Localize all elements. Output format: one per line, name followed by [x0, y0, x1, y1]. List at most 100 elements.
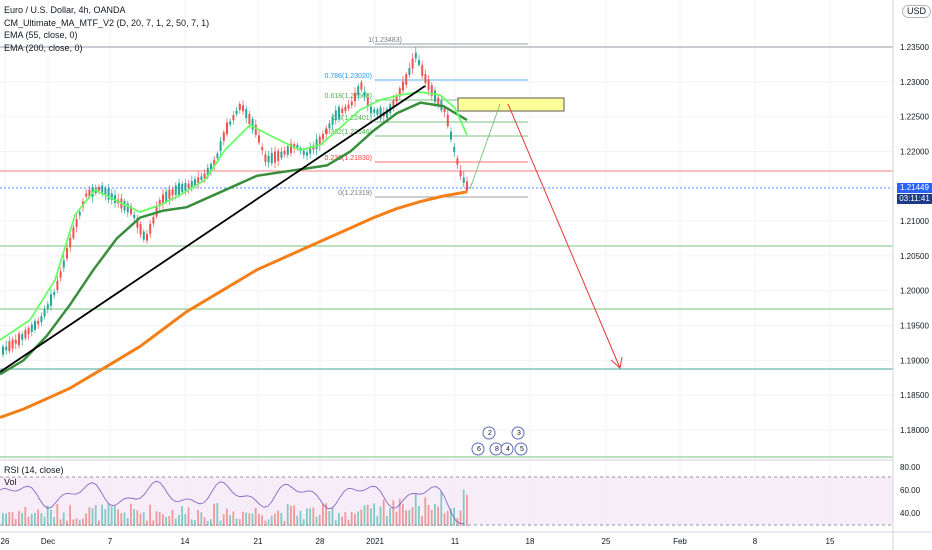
fib-level-label: 1(1.23483) [368, 37, 402, 44]
candle-body [232, 115, 235, 121]
volume-bar [270, 515, 273, 526]
candle-body [456, 158, 459, 165]
volume-bar [366, 504, 369, 526]
event-badge-count: 2 [488, 430, 492, 437]
candle-body [139, 223, 142, 235]
volume-bar [446, 510, 449, 526]
candle-body [392, 100, 395, 108]
fib-level-label: 0.618(1.22668) [325, 93, 372, 100]
candle-body [66, 248, 68, 259]
candle-body [312, 145, 315, 150]
candle-body [344, 106, 347, 111]
rsi-axis-label: 80.00 [900, 463, 921, 472]
event-badges[interactable]: 2 3 6 8 4 5 [471, 426, 528, 456]
volume-bar [440, 491, 443, 526]
candle-body [158, 200, 161, 207]
volume-bar [8, 512, 11, 526]
rsi-axis-label: 40.00 [900, 509, 921, 518]
volume-bar [427, 504, 430, 526]
symbol-title[interactable]: Euro / U.S. Dollar, 4h, OANDA [4, 5, 126, 15]
event-badge-circle [514, 442, 528, 456]
candle-body [146, 234, 148, 241]
candle-body [30, 324, 33, 332]
event-badge-count: 3 [517, 430, 521, 437]
candle-body [40, 316, 43, 323]
candle-body [174, 185, 177, 195]
volume-bar [78, 519, 81, 526]
candle-body [446, 114, 449, 127]
volume-bar [424, 497, 427, 526]
volume-bar [200, 512, 203, 526]
volume-bar [315, 516, 318, 526]
candle-body [466, 181, 468, 191]
rsi-legend: RSI (14, close) Vol [4, 464, 64, 488]
candle-body [331, 116, 334, 125]
indicator-ema-55[interactable]: EMA (55, close, 0) [4, 30, 78, 40]
candle-body [184, 182, 187, 191]
fibonacci-retracement[interactable]: 1(1.23483) 0.786(1.23020) 0.618(1.22668) 0.… [325, 37, 528, 198]
volume-bar [267, 519, 270, 526]
candle-body [315, 139, 318, 150]
time-axis-label: 11 [451, 537, 460, 546]
volume-bar [21, 512, 23, 526]
volume-bar [165, 517, 167, 526]
candle-body [181, 183, 184, 192]
volume-bar [82, 518, 84, 526]
candle-body [229, 121, 232, 125]
candle-body [334, 110, 337, 121]
time-axis-label: 25 [602, 537, 611, 546]
volume-bar [53, 517, 55, 526]
trendline [0, 85, 426, 373]
candle-body [270, 152, 273, 164]
candle-body [402, 81, 404, 91]
candle-body [373, 109, 376, 113]
event-badge-circle [482, 426, 496, 440]
volume-bar [139, 513, 142, 526]
time-axis-label: 7 [108, 537, 113, 546]
moving-averages [0, 91, 468, 419]
volume-bar [226, 508, 228, 526]
fib-level-label: 0(1.21319) [338, 190, 372, 197]
candle-body [187, 183, 190, 188]
candle-body [18, 333, 20, 346]
indicator-ema-200[interactable]: EMA (200, close, 0) [4, 42, 83, 53]
time-axis-label: Feb [673, 537, 687, 546]
projection-down-arrow [507, 103, 621, 369]
drawings[interactable] [0, 85, 623, 373]
volume-bar [75, 518, 78, 526]
event-badge-count: 4 [506, 446, 510, 453]
indicator-ma-mtf[interactable]: CM_Ultimate_MA_MTF_V2 (D, 20, 7, 1, 2, 5… [4, 17, 210, 28]
candle-body [357, 86, 360, 95]
candle-body [280, 151, 283, 158]
fib-level-label: 0.236(1.21830) [325, 155, 372, 162]
volume-bar [309, 508, 311, 526]
volume-bar [216, 503, 219, 526]
indicator-vol[interactable]: Vol [4, 477, 17, 487]
candle-body [424, 74, 427, 83]
volume-bar [418, 506, 420, 526]
volume-bar [210, 519, 212, 526]
volume-bar [91, 508, 94, 526]
candle-body [56, 280, 59, 290]
candle-body [453, 146, 456, 153]
candle-body [443, 107, 446, 113]
volume-bars [2, 489, 468, 526]
candle-body [261, 147, 264, 151]
candle-body [149, 223, 152, 234]
volume-bar [248, 513, 251, 526]
candle-body [238, 104, 241, 110]
indicator-rsi[interactable]: RSI (14, close) [4, 465, 64, 475]
currency-button[interactable]: USD [902, 5, 932, 18]
volume-bar [117, 509, 119, 526]
volume-bar [235, 518, 238, 526]
volume-bar [37, 509, 39, 526]
volume-bar [197, 509, 199, 526]
candle-body [21, 334, 24, 340]
candle-body [258, 135, 260, 143]
volume-bar [398, 498, 401, 526]
volume-bar [194, 520, 196, 526]
candle-body [59, 271, 62, 278]
candle-body [203, 173, 206, 179]
volume-bar [376, 515, 379, 526]
